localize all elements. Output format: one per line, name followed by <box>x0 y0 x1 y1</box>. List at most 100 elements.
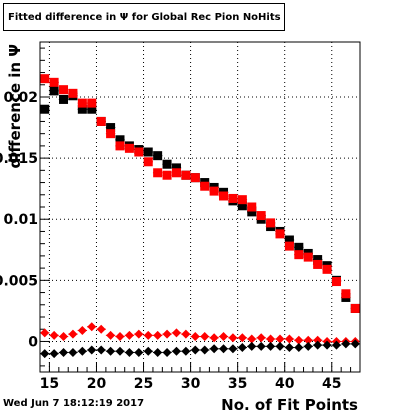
data-point-square <box>68 88 78 98</box>
y-tick-label: 0.02 <box>3 90 38 106</box>
data-point-diamond <box>341 339 351 349</box>
data-point-diamond <box>77 346 87 356</box>
data-point-diamond <box>143 330 153 340</box>
data-point-square <box>77 98 87 108</box>
data-point-square <box>237 201 247 211</box>
data-point-diamond <box>303 335 313 345</box>
data-point-diamond <box>59 347 69 357</box>
y-tick-label: 0.01 <box>3 212 38 228</box>
data-point-square <box>237 195 247 205</box>
data-point-diamond <box>115 332 125 342</box>
data-point-square <box>313 259 323 269</box>
data-point-diamond <box>106 330 116 340</box>
data-point-square <box>106 129 116 139</box>
data-point-diamond <box>181 346 191 356</box>
data-point-square <box>171 168 181 178</box>
data-point-diamond <box>209 344 219 354</box>
data-point-square <box>40 74 50 84</box>
data-point-square <box>134 147 144 157</box>
data-point-diamond <box>294 335 304 345</box>
chart-title: Fitted difference in Ψ for Global Rec Pi… <box>8 12 281 23</box>
data-point-diamond <box>87 322 97 332</box>
data-point-diamond <box>162 329 172 339</box>
data-point-diamond <box>49 349 59 359</box>
data-point-diamond <box>322 340 332 350</box>
tick-labels: 15 20 25 30 35 40 45 0 0.005 0.01 0.015 0.02 <box>0 90 342 392</box>
data-point-diamond <box>96 324 106 334</box>
data-point-diamond <box>40 328 50 338</box>
data-point-square <box>115 141 125 151</box>
data-point-diamond <box>237 343 247 353</box>
data-point-diamond <box>266 341 276 351</box>
data-point-diamond <box>124 330 134 340</box>
data-point-square <box>153 151 163 161</box>
data-point-diamond <box>143 346 153 356</box>
data-point-square <box>247 202 257 212</box>
data-point-square <box>322 264 332 274</box>
data-point-diamond <box>106 346 116 356</box>
data-point-square <box>171 163 181 173</box>
data-point-diamond <box>49 330 59 340</box>
data-point-square <box>294 250 304 260</box>
x-tick-label: 25 <box>134 376 153 392</box>
data-point-diamond <box>153 330 163 340</box>
data-point-diamond <box>134 347 144 357</box>
grid-lines <box>40 42 360 372</box>
data-point-diamond <box>200 332 210 342</box>
data-point-square <box>284 235 294 245</box>
data-point-square <box>284 241 294 251</box>
data-point-square <box>49 86 59 96</box>
data-point-diamond <box>294 343 304 353</box>
data-point-square <box>59 85 69 95</box>
data-point-diamond <box>331 340 341 350</box>
data-point-diamond <box>313 340 323 350</box>
y-axis-label: difference in Ψ <box>6 44 24 169</box>
data-point-square <box>96 116 106 126</box>
data-point-diamond <box>219 332 229 342</box>
data-point-diamond <box>266 334 276 344</box>
y-tick-label: 0.005 <box>0 273 38 289</box>
data-point-square <box>59 94 69 104</box>
data-point-diamond <box>275 334 285 344</box>
data-point-square <box>87 104 97 114</box>
data-point-diamond <box>350 339 360 349</box>
chart-title-box: Fitted difference in Ψ for Global Rec Pi… <box>3 3 285 31</box>
data-point-diamond <box>256 341 266 351</box>
data-point-diamond <box>284 343 294 353</box>
data-point-square <box>313 255 323 265</box>
x-tick-label: 45 <box>322 376 341 392</box>
data-point-diamond <box>284 334 294 344</box>
data-point-diamond <box>96 345 106 355</box>
y-tick-label: 0.015 <box>0 151 38 167</box>
data-point-square <box>331 277 341 287</box>
data-point-square <box>87 98 97 108</box>
data-point-diamond <box>275 341 285 351</box>
data-point-square <box>294 242 304 252</box>
data-point-diamond <box>171 346 181 356</box>
data-point-diamond <box>124 347 134 357</box>
data-point-square <box>115 135 125 145</box>
data-point-diamond <box>190 345 200 355</box>
data-point-diamond <box>162 347 172 357</box>
data-point-square <box>341 289 351 299</box>
data-point-diamond <box>87 345 97 355</box>
data-point-diamond <box>68 329 78 339</box>
data-point-square <box>256 211 266 221</box>
data-point-diamond <box>200 345 210 355</box>
data-point-square <box>228 193 238 203</box>
data-point-diamond <box>134 329 144 339</box>
data-point-diamond <box>237 333 247 343</box>
x-tick-label: 40 <box>275 376 295 392</box>
data-point-square <box>143 147 153 157</box>
data-point-square <box>162 159 172 169</box>
data-point-diamond <box>68 347 78 357</box>
x-tick-label: 30 <box>181 376 201 392</box>
data-point-square <box>40 104 50 114</box>
data-point-diamond <box>77 325 87 335</box>
data-point-diamond <box>247 341 257 351</box>
data-marks <box>40 74 360 359</box>
data-point-square <box>266 218 276 228</box>
plot-frame <box>39 41 361 373</box>
timestamp-label: Wed Jun 7 18:12:19 2017 <box>3 398 145 409</box>
data-point-square <box>219 191 229 201</box>
